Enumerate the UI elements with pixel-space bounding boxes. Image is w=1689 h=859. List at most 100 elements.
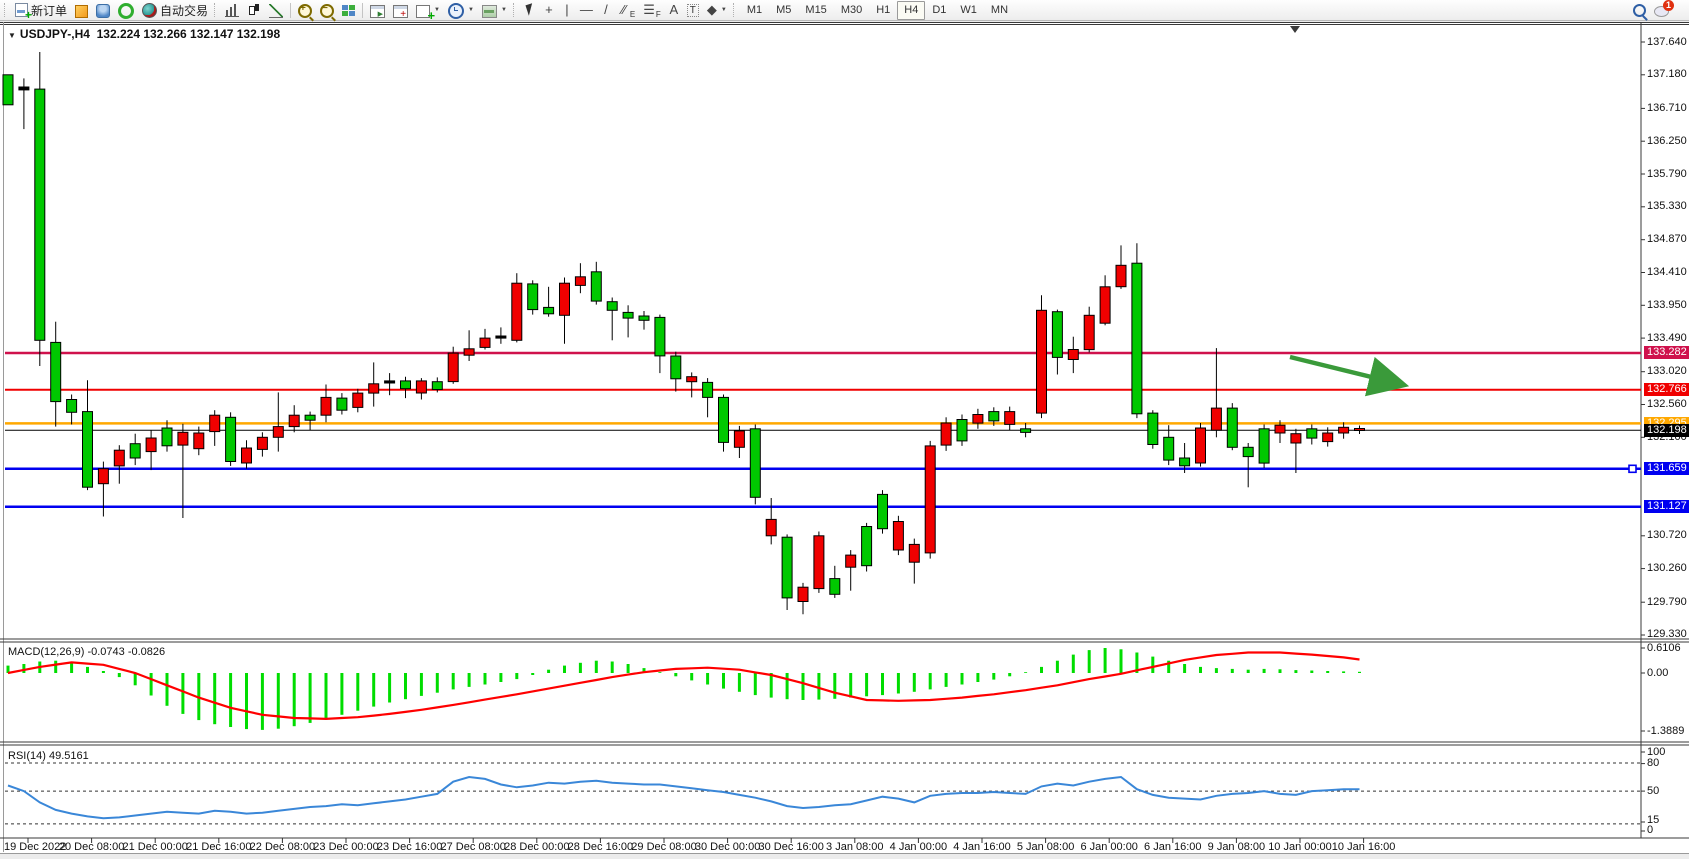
price-line-label-133.282: 133.282: [1644, 346, 1689, 360]
fibonacci-icon: ☰: [643, 2, 655, 17]
timeframe-w1[interactable]: W1: [960, 3, 977, 16]
zoom-in-button[interactable]: +: [294, 1, 316, 19]
candle-body: [829, 578, 841, 595]
rsi-line: [7, 775, 1360, 820]
candle-body: [606, 301, 618, 311]
candle-body: [1338, 426, 1350, 434]
profile-icon: [96, 3, 111, 18]
data-window-button[interactable]: [92, 1, 114, 19]
candle-body: [50, 341, 62, 403]
candle-body: [797, 586, 809, 603]
price-scale-label: 133.020: [1647, 365, 1687, 378]
dropdown-caret-icon: ▼: [467, 7, 474, 13]
time-scale-label: 4 Jan 00:00: [889, 841, 948, 853]
line-handle[interactable]: [1628, 464, 1637, 474]
chart-shift-marker[interactable]: [1290, 26, 1300, 33]
crosshair-tool-button[interactable]: +: [540, 1, 558, 19]
candle-body: [1306, 428, 1318, 439]
timeframe-d1[interactable]: D1: [932, 3, 947, 16]
signals-button[interactable]: [114, 1, 138, 19]
chart-template-icon: [370, 4, 386, 18]
timeframe-mn[interactable]: MN: [990, 3, 1009, 16]
candle-body: [908, 543, 920, 563]
templates-button[interactable]: [366, 1, 389, 19]
text-label-icon: T: [686, 3, 699, 17]
template-layers-icon: [481, 4, 497, 18]
template-layers-button[interactable]: ▼: [478, 1, 511, 19]
fibonacci-tool-button[interactable]: ☰ F: [639, 1, 665, 19]
candle-body: [733, 430, 745, 448]
rsi-indicator-label: RSI(14) 49.5161: [8, 750, 89, 762]
equidistant-channel-icon: ⁄⁄: [621, 2, 627, 17]
add-indicator-button[interactable]: ▼: [412, 1, 444, 23]
bar-chart-button[interactable]: [221, 1, 243, 19]
candle-body: [1067, 349, 1079, 360]
auto-trading-button[interactable]: 自动交易: [138, 1, 212, 19]
trendline-tool-button[interactable]: /: [597, 1, 615, 19]
time-scale-label: 23 Dec 16:00: [376, 841, 443, 853]
shapes-tool-button[interactable]: ◆ ▼: [703, 1, 731, 19]
trendline-icon: /: [604, 2, 608, 17]
price-scale-label: 132.560: [1647, 397, 1687, 410]
profiles-button[interactable]: [389, 1, 412, 20]
arrow-object[interactable]: [1289, 354, 1410, 397]
candle-body: [702, 381, 714, 398]
new-order-button[interactable]: 新订单: [11, 1, 71, 22]
notifications-button[interactable]: 1: [1650, 0, 1674, 19]
candle-body: [1274, 424, 1286, 434]
label-tool-button[interactable]: T: [683, 1, 703, 19]
candle-body: [113, 449, 125, 467]
candle-body: [622, 311, 634, 319]
candle-body: [1242, 446, 1254, 458]
chart-title: ▼ USDJPY-,H4 132.224 132.266 132.147 132.…: [8, 27, 280, 41]
market-watch-button[interactable]: [71, 1, 92, 19]
price-line-label-131.659: 131.659: [1644, 462, 1689, 476]
timeframe-h1[interactable]: H1: [876, 3, 891, 16]
timeframe-m5[interactable]: M5: [776, 3, 792, 16]
candle-body: [1115, 264, 1127, 288]
candle-body: [940, 422, 952, 446]
candle-body: [479, 337, 491, 348]
text-tool-button[interactable]: A: [665, 1, 683, 19]
price-scale-label: 137.180: [1647, 68, 1687, 81]
candle-body: [256, 436, 268, 450]
channel-tool-button[interactable]: ⁄⁄ E: [615, 1, 639, 19]
candle-body: [97, 468, 109, 485]
tile-windows-button[interactable]: [338, 1, 359, 19]
candle-body: [781, 536, 793, 599]
candle-body: [1163, 436, 1175, 461]
horizontal-line-icon: —: [579, 2, 593, 17]
candle-body: [415, 380, 427, 394]
candle-body: [574, 276, 586, 286]
timeframe-m1[interactable]: M1: [746, 3, 763, 16]
candle-body: [1051, 311, 1063, 358]
line-chart-icon: [269, 4, 284, 18]
collapse-triangle-icon[interactable]: ▼: [8, 31, 16, 40]
text-tool-icon: A: [669, 2, 679, 17]
period-button[interactable]: ▼: [444, 1, 478, 19]
candle-body: [590, 271, 602, 302]
macd-signal-line: [7, 651, 1360, 721]
zoom-out-button[interactable]: −: [316, 1, 338, 19]
candle-body: [431, 381, 443, 391]
price-scale-label: 133.490: [1647, 331, 1687, 344]
vline-tool-button[interactable]: |: [558, 1, 576, 19]
timeframe-m30[interactable]: M30: [840, 3, 863, 16]
candle-body: [527, 283, 539, 311]
timeframe-h4[interactable]: H4: [897, 0, 926, 20]
search-button[interactable]: [1629, 1, 1650, 19]
hline-tool-button[interactable]: —: [576, 1, 597, 19]
candle-body: [686, 376, 698, 383]
timeframe-m15[interactable]: M15: [805, 3, 827, 16]
candle-body: [543, 306, 555, 315]
macd-indicator-label: MACD(12,26,9) -0.0743 -0.0826: [8, 646, 166, 658]
candle-body: [209, 414, 221, 433]
candle-body: [320, 396, 332, 416]
candle-body: [129, 443, 141, 459]
line-chart-button[interactable]: [265, 1, 287, 19]
new-order-icon: [15, 3, 32, 22]
time-scale-label: 10 Jan 16:00: [1331, 841, 1396, 853]
time-scale-label: 30 Dec 00:00: [694, 841, 761, 853]
candlestick-chart-button[interactable]: [243, 1, 265, 19]
